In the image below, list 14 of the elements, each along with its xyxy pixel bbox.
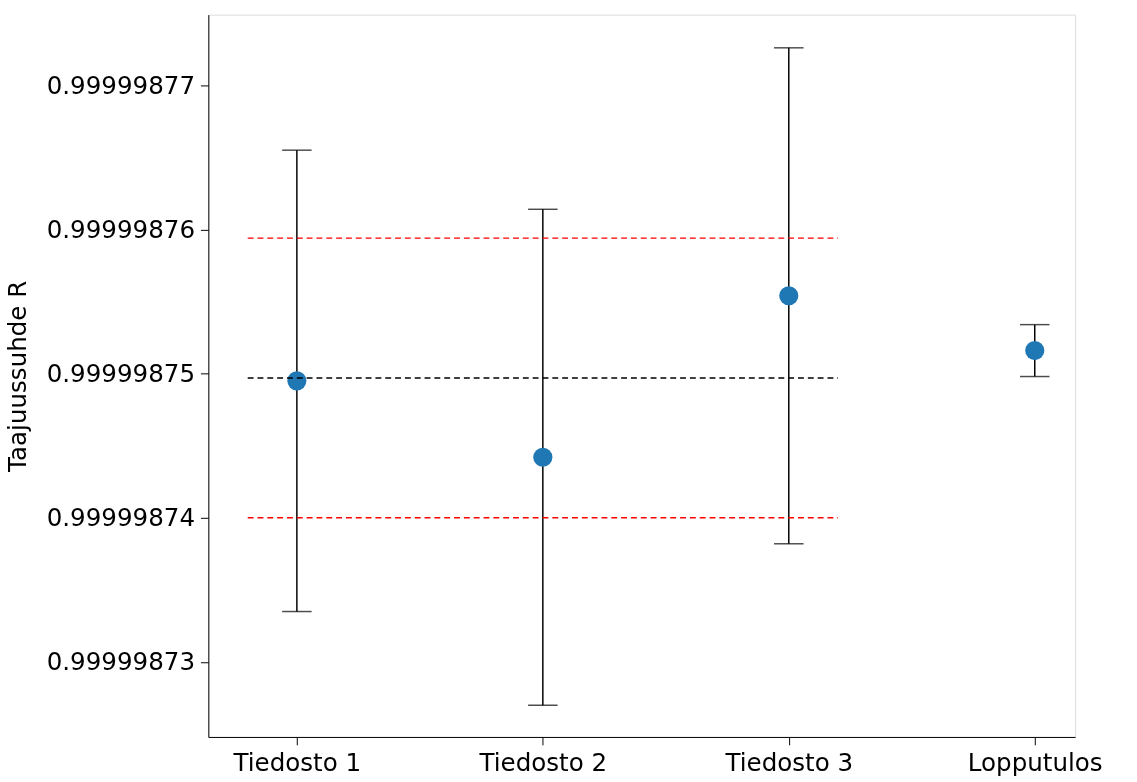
y-tick-label: 0.99999874 bbox=[46, 503, 196, 533]
x-tick-label: Tiedosto 2 bbox=[478, 747, 608, 777]
point bbox=[1025, 341, 1045, 361]
y-tick-label: 0.99999877 bbox=[46, 70, 196, 100]
y-tick-label: 0.99999876 bbox=[46, 214, 196, 244]
x-tick-label: Tiedosto 3 bbox=[724, 747, 854, 777]
x-tick-label: Tiedosto 1 bbox=[232, 747, 362, 777]
y-tick-label: 0.99999875 bbox=[46, 359, 196, 388]
point bbox=[287, 371, 307, 391]
y-axis-title: Taajuussuhde R bbox=[2, 280, 32, 473]
y-tick-label: 0.99999873 bbox=[46, 647, 196, 677]
point bbox=[533, 447, 553, 467]
point bbox=[779, 286, 799, 306]
x-tick-label: Lopputulos bbox=[967, 747, 1103, 777]
